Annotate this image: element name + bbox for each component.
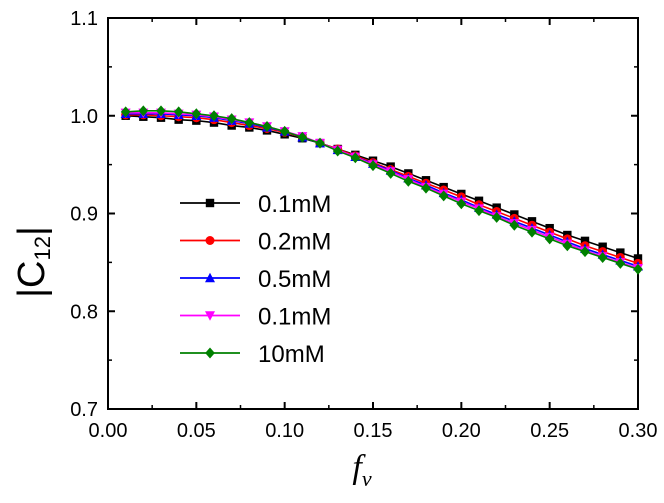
data-point bbox=[509, 219, 520, 231]
y-axis-label-main: |C bbox=[11, 261, 53, 298]
data-point bbox=[438, 190, 449, 202]
data-point bbox=[332, 145, 343, 157]
data-point bbox=[615, 257, 626, 269]
data-point bbox=[385, 167, 396, 179]
x-tick-label: 0.20 bbox=[442, 420, 481, 442]
y-axis-label-subscript: 12 bbox=[30, 236, 55, 260]
x-axis-label-subscript: v bbox=[362, 466, 372, 491]
data-point bbox=[368, 160, 378, 172]
y-axis-label-suffix: | bbox=[11, 226, 53, 236]
axes: 0.00 0.05 0.10 0.15 0.20 0.25 0.30 0.7 0.8 0.9 1.0… bbox=[70, 8, 657, 442]
x-tick-label: 0.10 bbox=[265, 420, 304, 442]
series-4 bbox=[120, 108, 643, 274]
data-point bbox=[598, 242, 607, 251]
data-point bbox=[315, 137, 325, 149]
legend-entry: 0.2mM bbox=[180, 229, 331, 256]
y-tick-label: 0.8 bbox=[70, 301, 98, 323]
data-point bbox=[456, 198, 467, 210]
data-point bbox=[616, 248, 625, 257]
data-point bbox=[173, 106, 184, 118]
data-point bbox=[491, 211, 502, 223]
data-point bbox=[597, 251, 608, 263]
data-point bbox=[138, 105, 149, 117]
legend-marker bbox=[205, 272, 215, 283]
x-axis-label: fv bbox=[352, 449, 371, 491]
legend-entry: 10mM bbox=[180, 341, 325, 368]
data-point bbox=[580, 236, 590, 246]
legend-entry: 0.5mM bbox=[180, 266, 331, 293]
data-point bbox=[544, 233, 555, 245]
legend-label: 0.1mM bbox=[258, 191, 331, 218]
series-5 bbox=[120, 105, 643, 275]
data-point bbox=[474, 205, 484, 217]
data-point bbox=[120, 106, 131, 118]
legend-label: 0.1mM bbox=[258, 304, 331, 331]
data-point bbox=[633, 254, 643, 263]
data-point bbox=[297, 131, 308, 143]
legend-marker bbox=[205, 236, 215, 245]
data-point bbox=[191, 108, 202, 120]
data-point bbox=[226, 113, 237, 125]
data-point bbox=[562, 240, 573, 252]
series-line bbox=[125, 112, 639, 269]
y-tick-label: 0.9 bbox=[70, 204, 98, 226]
data-point bbox=[209, 110, 219, 122]
x-tick-label: 0.30 bbox=[619, 420, 658, 442]
plot-frame bbox=[107, 17, 639, 410]
data-point bbox=[279, 125, 290, 137]
y-tick-label: 1.0 bbox=[70, 106, 98, 128]
x-tick-label: 0.15 bbox=[354, 420, 393, 442]
legend-marker bbox=[205, 347, 215, 359]
data-point bbox=[403, 175, 414, 187]
y-tick-label: 0.7 bbox=[70, 399, 98, 421]
data-point bbox=[262, 121, 272, 133]
legend: 0.1mM 0.2mM 0.5mM 0.1mM 10mM bbox=[180, 191, 331, 368]
legend-marker bbox=[205, 198, 215, 208]
legend-label: 10mM bbox=[258, 341, 325, 368]
x-tick-label: 0.00 bbox=[89, 420, 128, 442]
y-tick-label: 1.1 bbox=[70, 8, 98, 30]
legend-label: 0.2mM bbox=[258, 229, 331, 256]
x-tick-label: 0.25 bbox=[530, 420, 569, 442]
legend-entry: 0.1mM bbox=[180, 191, 331, 218]
legend-marker bbox=[205, 311, 215, 321]
series-group bbox=[120, 105, 643, 275]
legend-label: 0.5mM bbox=[258, 266, 331, 293]
series-line bbox=[125, 110, 639, 270]
data-point bbox=[421, 182, 431, 194]
data-point bbox=[527, 226, 537, 238]
data-point bbox=[633, 263, 643, 275]
x-tick-label: 0.05 bbox=[177, 420, 216, 442]
legend-entry: 0.1mM bbox=[180, 304, 331, 331]
data-point bbox=[156, 105, 166, 117]
y-axis-label: |C12| bbox=[11, 226, 55, 298]
data-point bbox=[350, 152, 361, 164]
data-point bbox=[244, 117, 255, 129]
data-point bbox=[580, 246, 590, 258]
